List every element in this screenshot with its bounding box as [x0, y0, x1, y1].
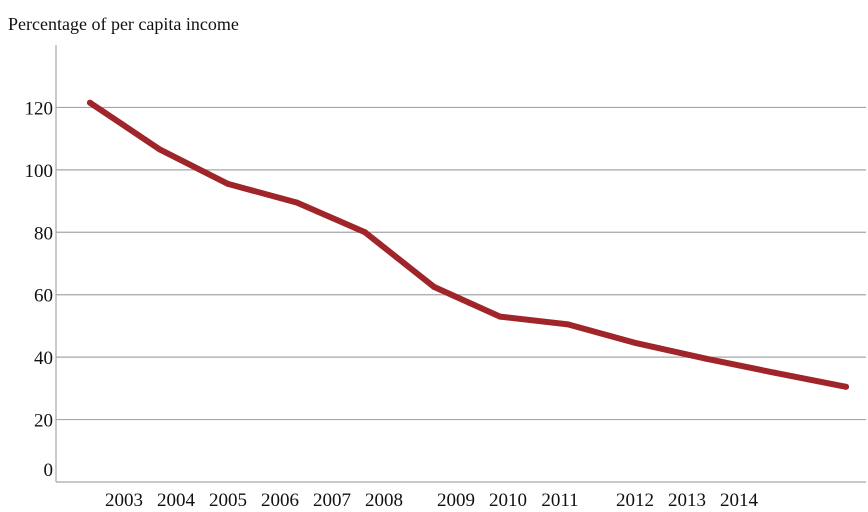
data-point-2007 — [362, 229, 368, 236]
y-tick-label: 80 — [34, 223, 53, 244]
data-point-2006 — [294, 199, 300, 206]
data-point-2005 — [225, 180, 231, 187]
data-point-2009 — [497, 313, 503, 320]
data-point-2010 — [565, 321, 571, 328]
x-tick-label: 2010 — [489, 490, 527, 511]
series-layer — [87, 99, 849, 390]
y-tick-label: 100 — [25, 161, 54, 182]
x-tick-label: 2004 — [157, 490, 196, 511]
x-tick-label: 2006 — [261, 490, 299, 511]
x-tick-label: 2008 — [365, 490, 403, 511]
x-tick-label: 2013 — [668, 490, 706, 511]
gridlines — [56, 106, 866, 421]
data-point-2012 — [703, 355, 709, 362]
data-point-2011 — [633, 340, 639, 347]
x-tick-label: 2005 — [209, 490, 247, 511]
chart-title: Percentage of per capita income — [8, 14, 239, 34]
axes — [55, 45, 866, 483]
series-line — [87, 99, 849, 390]
data-point-2014 — [843, 383, 849, 390]
data-point-2004 — [157, 146, 163, 153]
x-tick-label: 2007 — [313, 490, 351, 511]
x-tick-label: 2014 — [720, 490, 759, 511]
x-tick-label: 2009 — [437, 490, 475, 511]
data-point-2013 — [772, 369, 778, 376]
x-tick-label: 2012 — [616, 490, 654, 511]
y-tick-label: 120 — [25, 98, 54, 119]
x-tick-label: 2003 — [105, 490, 143, 511]
y-tick-label: 40 — [34, 348, 53, 369]
data-point-2008 — [431, 283, 437, 290]
x-tick-labels: 2003 2004 2005 2006 2007 2008 2009 2010 2011 2012… — [105, 490, 759, 511]
x-tick-label: 2011 — [541, 490, 578, 511]
y-tick-label: 20 — [34, 411, 53, 432]
y-tick-label: 0 — [44, 460, 54, 481]
data-point-2003 — [87, 99, 93, 106]
y-tick-labels: 0 20 40 60 80 100 120 — [25, 98, 54, 481]
y-tick-label: 60 — [34, 286, 53, 307]
